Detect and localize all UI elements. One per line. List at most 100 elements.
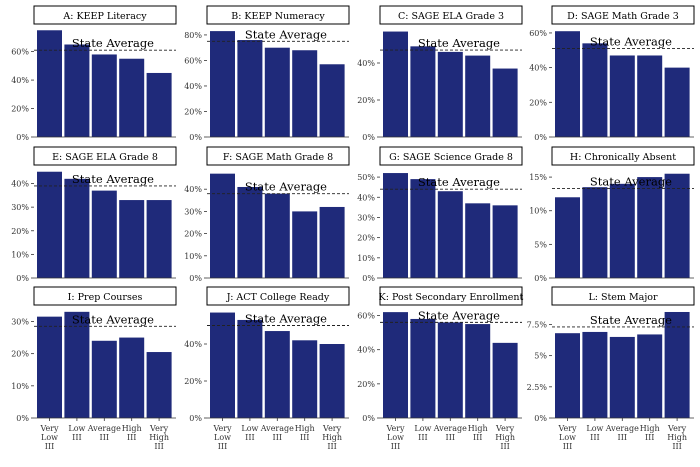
y-tick-label: 5%	[534, 352, 547, 361]
x-tick-label-line: III	[590, 433, 599, 442]
bar-4	[119, 337, 145, 418]
x-tick-label: Low III	[68, 424, 85, 442]
x-tick-label: Average III	[260, 424, 294, 442]
panel-7: G: SAGE Science Grade 8 0% 10% 20% 30% 40% 50%…	[357, 146, 523, 283]
bar-1	[383, 31, 408, 137]
panel-12: L: Stem Major 0% 2.5% 5% 7.5% State Average Ve…	[527, 286, 695, 451]
y-tick-label: 0%	[16, 414, 29, 423]
x-tick-label-line: Very	[322, 424, 342, 433]
y-tick-label: 0%	[534, 414, 547, 423]
x-tick-label: Very Low III	[557, 424, 577, 451]
bar-4	[465, 55, 491, 137]
x-tick-label-line: III	[100, 433, 109, 442]
x-tick-label: Very High III	[495, 424, 515, 451]
panel-title: G: SAGE Science Grade 8	[389, 152, 513, 163]
x-tick-label-line: III	[245, 433, 254, 442]
bar-5	[319, 206, 345, 278]
x-tick-label-line: Average	[260, 424, 294, 433]
bar-4	[292, 211, 318, 278]
x-tick-label-line: III	[327, 442, 336, 451]
x-tick-label-line: Very	[385, 424, 405, 433]
bar-2	[64, 311, 90, 418]
panel-6: F: SAGE Math Grade 8 0% 10% 20% 30% 40% State …	[184, 146, 350, 283]
bar-2	[237, 186, 263, 278]
x-tick-label: Very Low III	[385, 424, 405, 451]
panel-strip	[379, 146, 523, 166]
x-tick-label-line: III	[72, 433, 81, 442]
x-tick-label: Low III	[586, 424, 603, 442]
panel-title: A: KEEP Literacy	[62, 11, 147, 22]
bar-4	[637, 177, 663, 278]
x-tick-label-line: Low	[559, 433, 576, 442]
y-tick-label: 0%	[534, 274, 547, 283]
panel-title: K: Post Secondary Enrollment	[379, 292, 524, 303]
panel-8: H: Chronically Absent 0% 5% 10% 15% State Ave…	[529, 146, 695, 283]
x-tick-label-line: III	[300, 433, 309, 442]
y-tick-label: 40%	[357, 346, 375, 355]
y-tick-label: 60%	[11, 48, 29, 57]
bar-2	[582, 187, 608, 278]
bar-5	[146, 72, 172, 137]
panel-strip	[206, 286, 350, 306]
bar-5	[146, 200, 172, 278]
bar-3	[264, 193, 290, 278]
x-tick-label-line: Low	[241, 424, 258, 433]
x-tick-label-line: High	[322, 433, 342, 442]
x-tick-label: Very Low III	[39, 424, 59, 451]
y-tick-label: 20%	[357, 234, 375, 243]
bar-3	[437, 322, 463, 418]
state-average-label: State Average	[72, 312, 154, 326]
panel-5: E: SAGE ELA Grade 8 0% 10% 20% 30% 40% State A…	[11, 146, 177, 283]
x-tick-label: Very High III	[667, 424, 687, 451]
panel-2: B: KEEP Numeracy 0% 20% 40% 60% 80% State Aver…	[184, 5, 350, 142]
bar-1	[383, 312, 408, 418]
bar-3	[437, 51, 463, 137]
panel-strip	[379, 286, 523, 306]
x-tick-label: Average III	[605, 424, 639, 442]
bar-1	[210, 173, 235, 278]
x-tick-label-line: Very	[667, 424, 687, 433]
x-tick-label-line: Low	[214, 433, 231, 442]
bar-2	[237, 40, 263, 137]
state-average-label: State Average	[72, 36, 154, 50]
x-tick-label-line: Low	[68, 424, 85, 433]
bar-3	[91, 340, 117, 418]
y-tick-label: 0%	[362, 133, 375, 142]
x-tick-label-line: III	[154, 442, 163, 451]
x-tick-label-line: Average	[605, 424, 639, 433]
x-tick-label: Average III	[87, 424, 121, 442]
y-tick-label: 60%	[184, 56, 202, 65]
x-tick-label-line: III	[391, 442, 400, 451]
bar-3	[609, 55, 635, 137]
panel-title: E: SAGE ELA Grade 8	[52, 152, 158, 163]
bar-3	[264, 47, 290, 138]
state-average-label: State Average	[72, 172, 154, 186]
panel-strip	[551, 5, 695, 25]
panel-strip	[551, 146, 695, 166]
y-tick-label: 40%	[184, 82, 202, 91]
y-tick-label: 10%	[11, 250, 29, 259]
y-tick-label: 0%	[362, 274, 375, 283]
x-tick-label-line: Very	[212, 424, 232, 433]
panel-title: J: ACT College Ready	[226, 292, 330, 303]
bar-5	[319, 64, 345, 137]
state-average-label: State Average	[590, 175, 672, 189]
panel-strip	[551, 286, 695, 306]
x-tick-label-line: III	[672, 442, 681, 451]
x-tick-label: High III	[640, 424, 660, 442]
x-tick-label-line: III	[218, 442, 227, 451]
y-tick-label: 20%	[11, 105, 29, 114]
x-tick-label-line: Average	[87, 424, 121, 433]
bar-1	[37, 171, 62, 278]
panel-title: D: SAGE Math Grade 3	[567, 11, 679, 22]
bar-1	[210, 312, 235, 418]
y-tick-label: 5%	[534, 240, 547, 249]
state-average-label: State Average	[418, 36, 500, 50]
y-tick-label: 40%	[357, 59, 375, 68]
panel-strip	[379, 5, 523, 25]
panel-title: F: SAGE Math Grade 8	[223, 152, 333, 163]
y-tick-label: 0%	[189, 274, 202, 283]
bar-3	[91, 190, 117, 278]
y-tick-label: 40%	[357, 193, 375, 202]
x-tick-label-line: III	[45, 442, 54, 451]
